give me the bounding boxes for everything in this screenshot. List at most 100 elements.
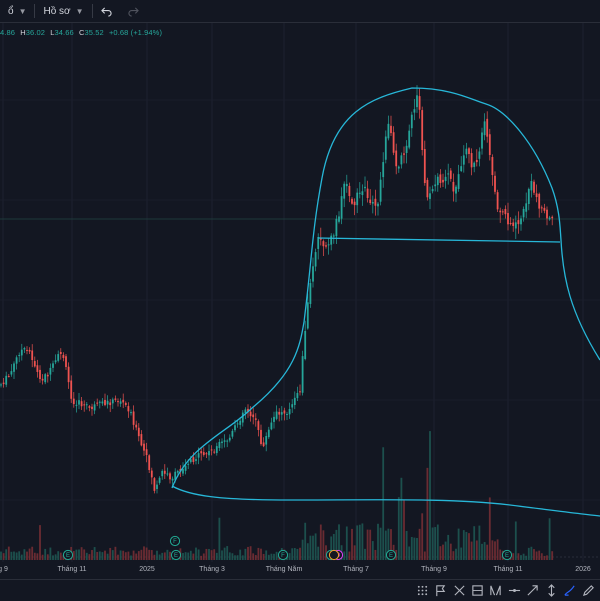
event-markers[interactable]: EFEFEDEE <box>62 535 513 561</box>
volume-bar <box>364 548 366 560</box>
time-axis[interactable]: g 9 Tháng 11 2025 Tháng 3 Tháng Năm Thán… <box>0 563 600 579</box>
profile-menu[interactable]: Hồ sơ ▼ <box>35 0 91 22</box>
candle-body <box>319 238 322 240</box>
event-marker[interactable]: E <box>62 549 74 561</box>
volume-bar <box>551 551 554 560</box>
event-marker[interactable]: E <box>170 549 182 561</box>
volume-bar <box>543 555 546 560</box>
neckline[interactable] <box>317 237 561 243</box>
volume-bar <box>460 547 463 560</box>
horizontal-line-icon[interactable] <box>507 583 522 598</box>
candle-body <box>371 202 374 204</box>
arrow-icon[interactable] <box>525 583 540 598</box>
flag-icon[interactable] <box>433 583 448 598</box>
candle-body <box>280 412 283 415</box>
volume-bar <box>455 548 457 560</box>
candle-body <box>452 181 455 192</box>
candle-body <box>122 399 125 403</box>
mirror-icon[interactable] <box>488 583 503 598</box>
volume-bar <box>93 547 96 560</box>
cup-handle-drawing[interactable] <box>171 87 600 517</box>
candle-body <box>330 235 333 245</box>
volume-bar <box>5 549 8 560</box>
candle-body <box>205 453 208 455</box>
redo-button[interactable] <box>120 0 147 22</box>
fork-icon[interactable] <box>452 583 467 598</box>
candle-body <box>202 452 205 455</box>
candle-body <box>418 96 421 110</box>
candle-body <box>0 384 2 386</box>
candle-body <box>106 400 109 405</box>
candle-body <box>187 463 190 465</box>
volume-bar <box>325 545 327 560</box>
crop-icon[interactable] <box>470 583 485 598</box>
brush-icon[interactable] <box>562 583 577 598</box>
event-marker-circle <box>385 549 397 561</box>
candle-body <box>382 162 385 178</box>
dots-grid-icon[interactable] <box>415 583 430 598</box>
candle-body <box>416 95 418 108</box>
volume-bar <box>210 550 213 560</box>
cup-curve[interactable] <box>171 87 562 489</box>
volume-bar <box>127 551 130 560</box>
volume-bar <box>46 554 49 560</box>
volume-bar <box>20 554 23 560</box>
volume-bar <box>530 546 533 560</box>
volume-bar <box>483 542 486 560</box>
event-marker[interactable] <box>328 549 340 561</box>
candle-body <box>171 478 174 481</box>
volume-bar <box>418 528 421 560</box>
event-marker[interactable]: F <box>169 535 181 547</box>
candle-body <box>10 371 13 375</box>
volume-bar <box>104 550 106 560</box>
candle-body <box>436 176 439 186</box>
volume-bar <box>473 526 476 560</box>
candle-body <box>291 404 294 408</box>
volume-bar <box>486 544 489 560</box>
event-marker[interactable]: E <box>501 549 513 561</box>
candle-body <box>208 451 210 456</box>
event-marker-letter: F <box>173 539 177 545</box>
volume-bar <box>257 547 260 560</box>
volume-bar <box>7 546 10 560</box>
price-range-icon[interactable] <box>544 583 559 598</box>
candle-body <box>327 244 330 246</box>
undo-button[interactable] <box>93 0 120 22</box>
volume-bar <box>148 549 151 560</box>
candle-body <box>226 440 229 442</box>
candle-body <box>223 440 226 442</box>
template-menu[interactable]: ổ ▼ <box>0 0 34 22</box>
volume-bar <box>109 547 112 560</box>
candle-body <box>543 207 546 211</box>
candle-body <box>431 189 434 192</box>
candle-body <box>442 179 444 183</box>
candle-body <box>293 397 296 405</box>
candle-body <box>306 302 309 329</box>
volume-bar <box>135 553 138 560</box>
event-marker[interactable]: F <box>277 549 289 561</box>
chevron-down-icon: ▼ <box>18 6 27 16</box>
candle-body <box>96 402 99 404</box>
base-curve[interactable] <box>171 485 600 517</box>
candle-body <box>174 471 177 480</box>
handle-curve[interactable] <box>560 239 600 361</box>
volume-bar <box>442 544 444 560</box>
candle-body <box>20 349 23 356</box>
event-marker[interactable]: E <box>385 549 397 561</box>
volume-bar <box>429 431 431 560</box>
volume-bar <box>228 552 231 560</box>
volume-bar <box>299 547 301 560</box>
candle-body <box>392 132 395 153</box>
volume-bar <box>114 546 117 560</box>
candle-body <box>299 391 301 393</box>
pen-icon[interactable] <box>581 583 596 598</box>
candle-body <box>429 193 431 199</box>
volume-bar <box>374 549 377 560</box>
candle-body <box>434 184 437 187</box>
candle-body <box>137 427 140 437</box>
time-axis-label: Tháng 11 <box>57 566 87 573</box>
volume-bar <box>293 548 296 560</box>
volume-bar <box>426 467 429 560</box>
volume-bar <box>72 551 75 560</box>
